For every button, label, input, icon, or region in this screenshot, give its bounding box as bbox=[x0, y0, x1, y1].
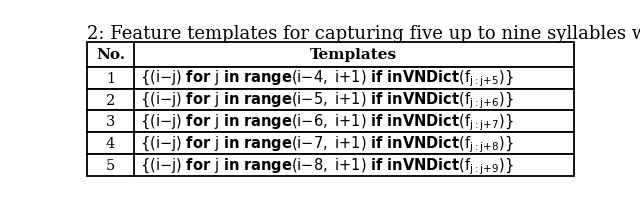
Polygon shape bbox=[88, 133, 573, 155]
Text: 5: 5 bbox=[106, 159, 115, 173]
Text: Templates: Templates bbox=[310, 48, 397, 62]
Text: No.: No. bbox=[96, 48, 125, 62]
Polygon shape bbox=[88, 155, 573, 176]
Polygon shape bbox=[88, 111, 573, 133]
Polygon shape bbox=[88, 89, 573, 111]
Text: 2: Feature templates for capturing five up to nine syllables w: 2: Feature templates for capturing five … bbox=[88, 25, 640, 43]
Text: $\{(\mathrm{i}{-}\mathrm{j})\ \mathbf{for}\ \mathrm{j}\ \mathbf{in}\ \mathbf{ran: $\{(\mathrm{i}{-}\mathrm{j})\ \mathbf{fo… bbox=[140, 155, 513, 176]
Text: 4: 4 bbox=[106, 137, 115, 151]
Polygon shape bbox=[88, 42, 573, 67]
Text: 2: 2 bbox=[106, 93, 115, 107]
Text: $\{(\mathrm{i}{-}\mathrm{j})\ \mathbf{for}\ \mathrm{j}\ \mathbf{in}\ \mathbf{ran: $\{(\mathrm{i}{-}\mathrm{j})\ \mathbf{fo… bbox=[140, 90, 513, 110]
Text: 3: 3 bbox=[106, 115, 115, 129]
Text: $\{(\mathrm{i}{-}\mathrm{j})\ \mathbf{for}\ \mathrm{j}\ \mathbf{in}\ \mathbf{ran: $\{(\mathrm{i}{-}\mathrm{j})\ \mathbf{fo… bbox=[140, 68, 513, 88]
Text: $\{(\mathrm{i}{-}\mathrm{j})\ \mathbf{for}\ \mathrm{j}\ \mathbf{in}\ \mathbf{ran: $\{(\mathrm{i}{-}\mathrm{j})\ \mathbf{fo… bbox=[140, 112, 513, 132]
Text: 1: 1 bbox=[106, 71, 115, 85]
Polygon shape bbox=[88, 67, 573, 89]
Text: $\{(\mathrm{i}{-}\mathrm{j})\ \mathbf{for}\ \mathrm{j}\ \mathbf{in}\ \mathbf{ran: $\{(\mathrm{i}{-}\mathrm{j})\ \mathbf{fo… bbox=[140, 133, 513, 154]
